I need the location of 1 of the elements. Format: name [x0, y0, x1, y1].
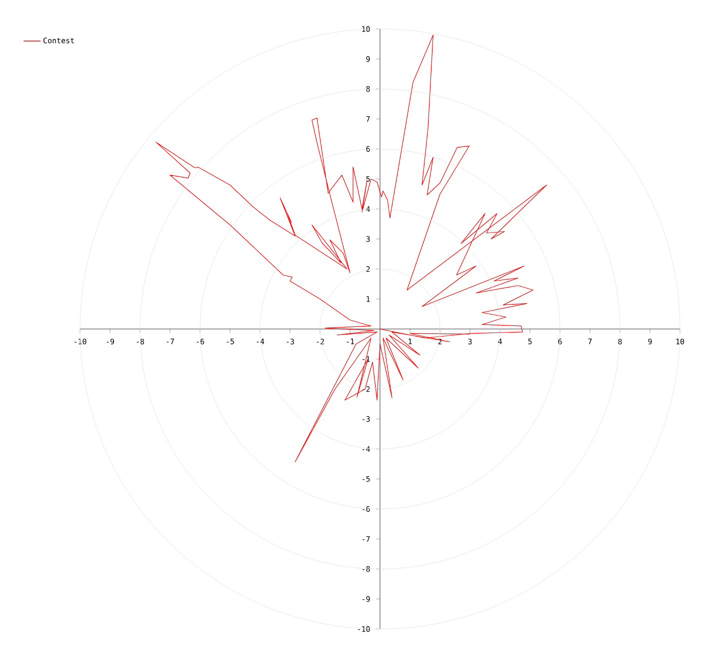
line-series [156, 34, 547, 462]
